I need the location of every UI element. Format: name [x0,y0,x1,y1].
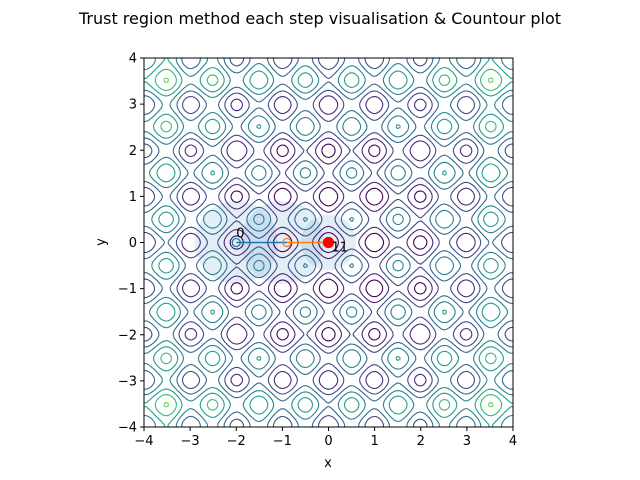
x-tick-label-7: 3 [463,434,471,449]
step-annotations: 0 11 [236,227,348,256]
contour-level-6 [154,68,503,417]
contour-level-0 [229,143,428,342]
step-label-2: 11 [332,241,349,256]
x-tick-label-4: 0 [324,434,332,449]
y-tick-label-4: 0 [129,236,137,251]
contour-level-1 [181,95,476,390]
y-tick-label-5: 1 [129,190,137,205]
y-tick-label-2: −2 [118,328,137,343]
step-point-0 [231,237,241,248]
x-axis-ticks: −4 −3 −2 −1 0 1 2 3 4 [134,427,517,449]
step-label-0: 0 [236,227,244,242]
x-tick-label-8: 4 [509,434,517,449]
y-tick-label-6: 2 [129,144,137,159]
x-tick-label-0: −4 [134,434,153,449]
x-axis-label: x [324,456,332,471]
x-tick-label-3: −1 [273,434,292,449]
step-path [231,236,335,249]
y-axis-label: y [94,238,109,246]
contour-level-5 [144,58,513,427]
y-tick-label-0: −4 [118,421,137,436]
y-tick-label-7: 3 [129,98,137,113]
contour-lines [144,58,513,427]
contour-level-2 [144,58,513,427]
chart-title: Trust region method each step visualisat… [78,9,561,28]
step-point-1 [282,237,292,248]
contour-level-7 [163,77,494,408]
y-axis-ticks: −4 −3 −2 −1 0 1 2 3 4 [118,52,144,436]
y-tick-label-8: 4 [129,52,137,67]
y-tick-label-3: −1 [118,282,137,297]
plot-area [144,58,513,427]
x-tick-label-5: 1 [370,434,378,449]
step-point-2 [322,236,335,249]
x-tick-label-1: −3 [181,434,200,449]
contour-level-4 [144,58,513,427]
contour-level-3 [144,58,513,427]
x-tick-label-2: −2 [227,434,246,449]
x-tick-label-6: 2 [417,434,425,449]
y-tick-label-1: −3 [118,374,137,389]
